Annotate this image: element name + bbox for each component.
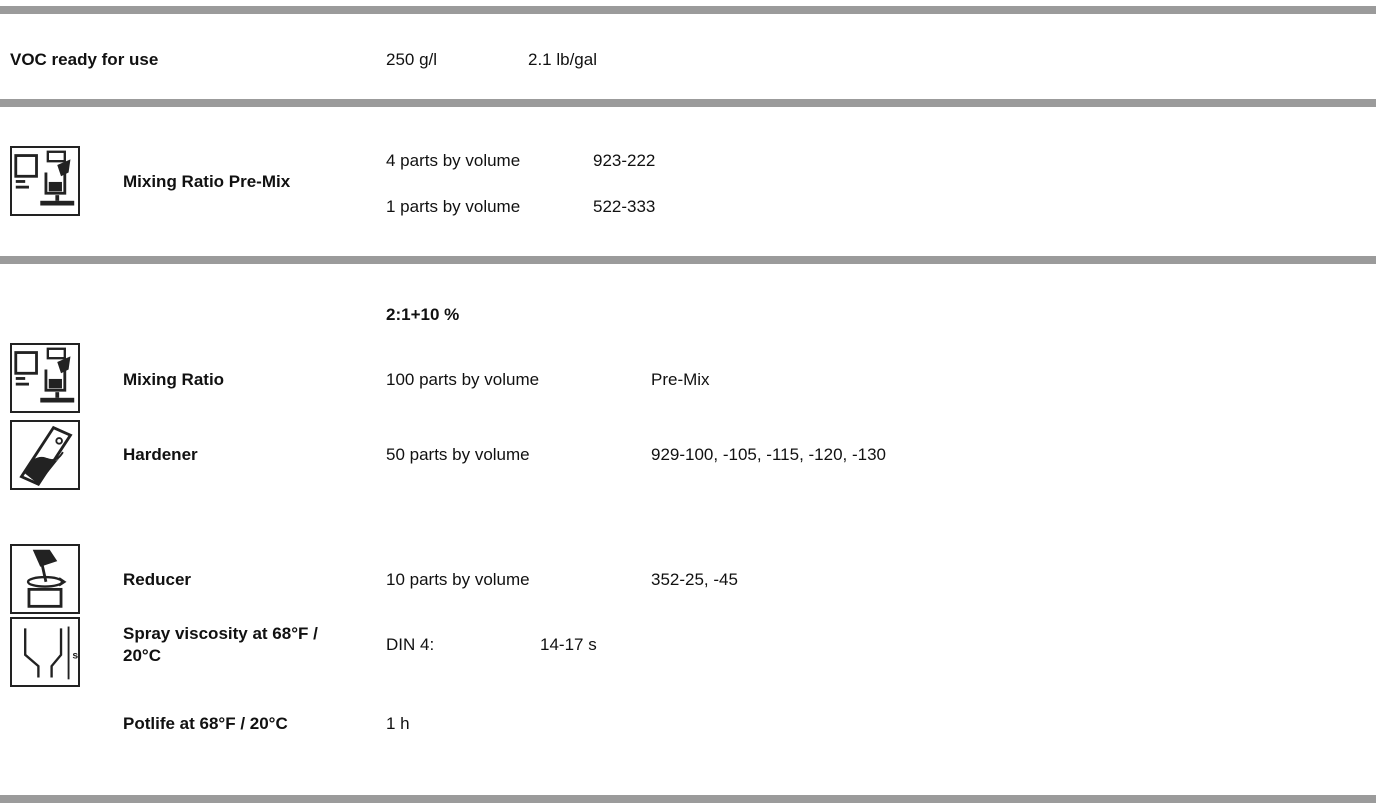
viscosity-label-line2: 20°C <box>123 646 161 665</box>
viscosity-method: DIN 4: <box>386 635 435 654</box>
viscosity-cup-icon: s <box>10 617 80 687</box>
hardener-label: Hardener <box>123 445 198 464</box>
premix-product-1: 923-222 <box>593 151 656 170</box>
premix-product-2: 522-333 <box>593 197 656 216</box>
mixing-ratio-heading: 2:1+10 % <box>386 305 460 324</box>
voc-value-imperial: 2.1 lb/gal <box>528 50 597 69</box>
mixing-scale-icon <box>10 146 80 216</box>
reducer-label: Reducer <box>123 570 192 589</box>
mixing-ratio-label: Mixing Ratio <box>123 370 225 389</box>
divider-bottom <box>0 795 1376 803</box>
hardener-amount: 50 parts by volume <box>386 445 530 464</box>
reducer-stir-icon <box>10 544 80 614</box>
voc-value-metric: 250 g/l <box>386 50 438 69</box>
mixing-ratio-amount: 100 parts by volume <box>386 370 540 389</box>
mixing-ratio-product: Pre-Mix <box>651 370 710 389</box>
reducer-product: 352-25, -45 <box>651 570 738 589</box>
divider-after-premix <box>0 256 1376 264</box>
potlife-value: 1 h <box>386 714 410 733</box>
reducer-amount: 10 parts by volume <box>386 570 530 589</box>
premix-amount-1: 4 parts by volume <box>386 151 521 170</box>
premix-label: Mixing Ratio Pre-Mix <box>123 172 291 191</box>
hardener-product: 929-100, -105, -115, -120, -130 <box>651 445 887 464</box>
premix-amount-2: 1 parts by volume <box>386 197 521 216</box>
divider-after-voc <box>0 99 1376 107</box>
hardener-can-icon <box>10 420 80 490</box>
divider-top <box>0 6 1376 14</box>
viscosity-label-line1: Spray viscosity at 68°F / <box>123 624 318 643</box>
voc-label: VOC ready for use <box>10 50 159 69</box>
potlife-label: Potlife at 68°F / 20°C <box>123 714 288 733</box>
mixing-scale-icon <box>10 343 80 413</box>
svg-text:s: s <box>72 651 78 662</box>
viscosity-value: 14-17 s <box>540 635 597 654</box>
